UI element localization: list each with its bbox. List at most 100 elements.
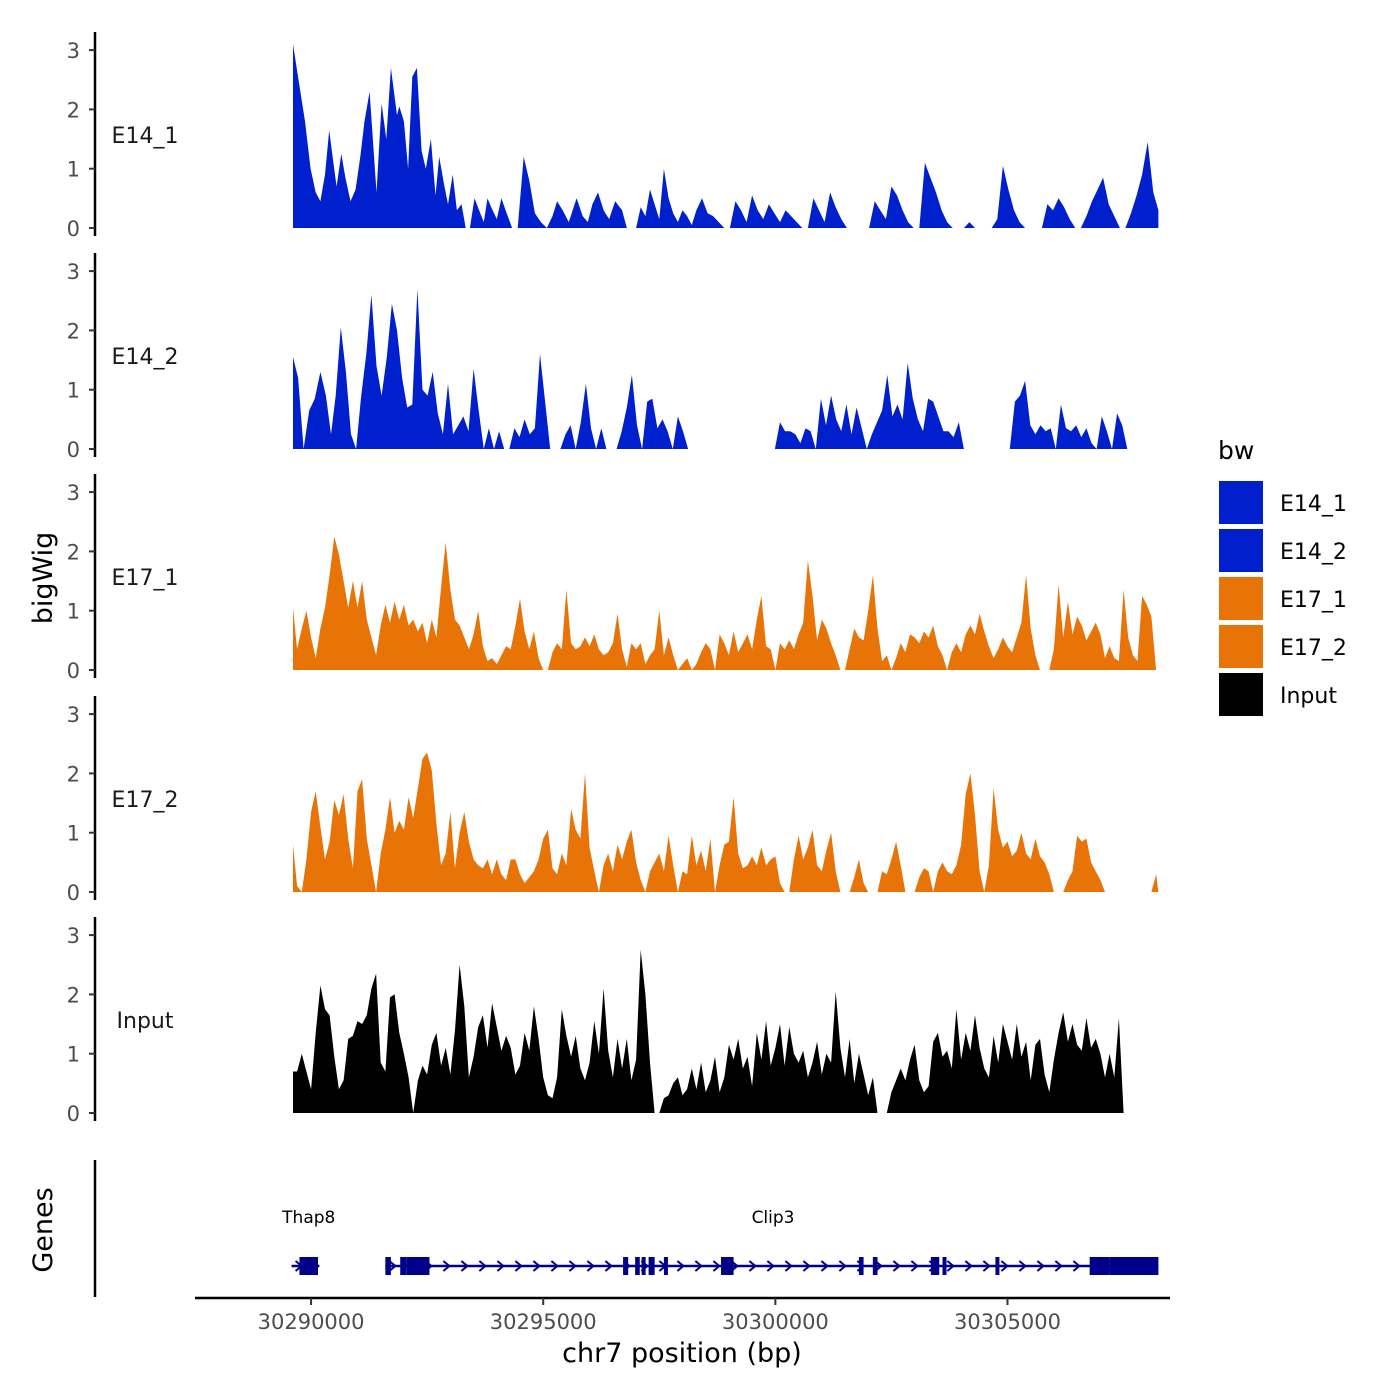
exon xyxy=(1109,1257,1159,1275)
strand-arrow xyxy=(1036,1260,1045,1272)
gene-label: Clip3 xyxy=(752,1208,795,1228)
coverage-area-E17_2 xyxy=(293,752,1159,892)
strand-arrow xyxy=(766,1260,775,1272)
strand-arrow xyxy=(982,1260,991,1272)
strand-arrow xyxy=(460,1260,469,1272)
legend-swatch-Input xyxy=(1219,673,1263,716)
y-tick-label: 0 xyxy=(67,217,80,241)
strand-arrow xyxy=(946,1260,955,1272)
x-axis: 30290000 30295000 30300000 30305000 xyxy=(195,1296,1170,1334)
y-tick-label: 0 xyxy=(67,881,80,905)
exon xyxy=(721,1257,734,1275)
y-tick-label: 3 xyxy=(67,481,80,505)
exon xyxy=(299,1257,319,1275)
exon xyxy=(942,1257,947,1275)
legend-label: E14_2 xyxy=(1280,540,1347,565)
y-tick-label: 3 xyxy=(67,39,80,63)
exon xyxy=(385,1257,391,1275)
coverage-area-Input xyxy=(293,949,1124,1113)
y-tick-label: 1 xyxy=(67,158,80,182)
strand-arrow xyxy=(568,1260,577,1272)
exon xyxy=(995,1257,1000,1275)
legend-swatch-E17_1 xyxy=(1219,577,1263,620)
strand-arrow xyxy=(496,1260,505,1272)
strand-arrow xyxy=(1000,1260,1009,1272)
genes-panel: Thap8 Clip3 xyxy=(93,1160,1159,1297)
x-tick-label: 30290000 xyxy=(258,1310,365,1334)
strand-arrow xyxy=(838,1260,847,1272)
strand-arrow xyxy=(388,1260,397,1272)
track-label: E14_2 xyxy=(112,345,179,370)
legend-swatch-E14_2 xyxy=(1219,529,1263,572)
strand-arrow xyxy=(1018,1260,1027,1272)
y-axis-title: bigWig xyxy=(28,532,59,625)
exon xyxy=(641,1257,646,1275)
strand-arrow xyxy=(910,1260,919,1272)
exon xyxy=(663,1257,668,1275)
y-tick-label: 3 xyxy=(67,924,80,948)
strand-arrow xyxy=(1072,1260,1081,1272)
strand-arrow xyxy=(820,1260,829,1272)
x-tick-label: 30305000 xyxy=(954,1310,1061,1334)
y-tick-label: 2 xyxy=(67,762,80,786)
exon xyxy=(400,1257,407,1275)
exon xyxy=(406,1257,430,1275)
legend-title: bw xyxy=(1218,436,1254,465)
y-tick-label: 2 xyxy=(67,540,80,564)
y-tick-label: 3 xyxy=(67,703,80,727)
track-E14_2: 0 1 2 3 E14_2 xyxy=(67,253,1159,462)
track-E14_1: 0 1 2 3 E14_1 xyxy=(67,32,1159,241)
legend-label: E17_2 xyxy=(1280,636,1347,661)
coverage-area-E17_1 xyxy=(293,536,1157,670)
y-tick-label: 2 xyxy=(67,983,80,1007)
coverage-area-E14_1 xyxy=(293,44,1159,229)
track-E17_1: 0 1 2 3 E17_1 xyxy=(67,474,1157,683)
strand-arrow xyxy=(586,1260,595,1272)
gene-Thap8: Thap8 xyxy=(281,1208,335,1275)
strand-arrow xyxy=(550,1260,559,1272)
gene-Clip3: Clip3 xyxy=(385,1208,1159,1275)
exon xyxy=(930,1257,940,1275)
y-tick-label: 1 xyxy=(67,822,80,846)
gene-label: Thap8 xyxy=(281,1208,335,1228)
y-tick-label: 0 xyxy=(67,1102,80,1126)
y-tick-label: 1 xyxy=(67,379,80,403)
legend-label: E14_1 xyxy=(1280,492,1347,517)
y-tick-label: 0 xyxy=(67,659,80,683)
exon xyxy=(648,1257,655,1275)
legend-swatch-E14_1 xyxy=(1219,481,1263,524)
coverage-area-E14_2 xyxy=(293,288,1159,449)
x-tick-label: 30300000 xyxy=(722,1310,829,1334)
track-label: Input xyxy=(117,1009,174,1034)
strand-arrow xyxy=(1054,1260,1063,1272)
legend: bw E14_1 E14_2 E17_1 E17_2 Input xyxy=(1218,436,1347,716)
strand-arrow xyxy=(676,1260,685,1272)
exon xyxy=(858,1257,864,1275)
legend-label: E17_1 xyxy=(1280,588,1347,613)
strand-arrow xyxy=(748,1260,757,1272)
strand-arrow xyxy=(802,1260,811,1272)
genes-panel-label: Genes xyxy=(28,1187,59,1272)
strand-arrow xyxy=(964,1260,973,1272)
strand-arrow xyxy=(784,1260,793,1272)
strand-arrow xyxy=(604,1260,613,1272)
track-label: E17_2 xyxy=(112,788,179,813)
track-E17_2: 0 1 2 3 E17_2 xyxy=(67,696,1159,905)
legend-label: Input xyxy=(1280,684,1337,709)
track-label: E17_1 xyxy=(112,566,179,591)
exon xyxy=(1089,1257,1110,1275)
exon xyxy=(635,1257,640,1275)
legend-swatch-E17_2 xyxy=(1219,625,1263,668)
strand-arrow xyxy=(514,1260,523,1272)
y-tick-label: 2 xyxy=(67,319,80,343)
track-label: E14_1 xyxy=(112,124,179,149)
y-tick-label: 1 xyxy=(67,1043,80,1067)
strand-arrow xyxy=(442,1260,451,1272)
strand-arrow xyxy=(478,1260,487,1272)
y-tick-label: 2 xyxy=(67,98,80,122)
y-tick-label: 3 xyxy=(67,260,80,284)
track-Input: 0 1 2 3 Input xyxy=(67,917,1124,1126)
y-tick-label: 0 xyxy=(67,438,80,462)
strand-arrow xyxy=(532,1260,541,1272)
